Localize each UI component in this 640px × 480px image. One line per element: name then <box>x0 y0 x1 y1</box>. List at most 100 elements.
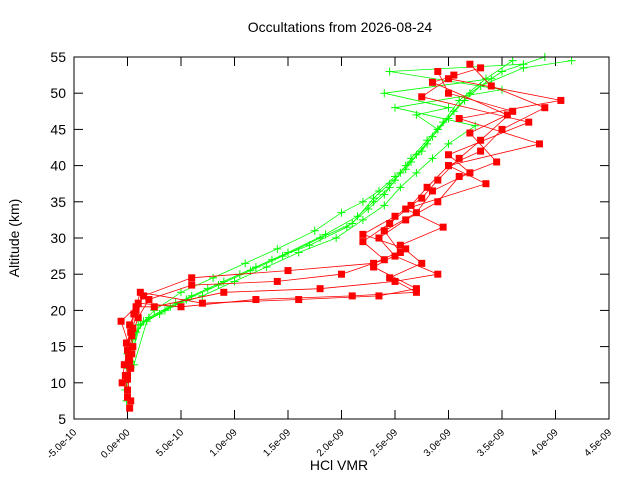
series-plus-line <box>125 60 572 391</box>
data-point-square <box>428 78 436 86</box>
series-square <box>117 60 565 412</box>
data-point-square <box>407 201 415 209</box>
data-point-plus <box>567 56 576 65</box>
data-point-square <box>120 361 128 369</box>
data-point-square <box>391 277 399 285</box>
x-tick-label: 1.5e-09 <box>261 427 293 459</box>
data-point-square <box>316 285 324 293</box>
data-point-square <box>402 205 410 213</box>
data-point-square <box>375 234 383 242</box>
data-point-square <box>423 183 431 191</box>
x-tick-label: 2.0e-09 <box>315 427 347 459</box>
data-point-square <box>412 285 420 293</box>
x-tick-label: 3.0e-09 <box>422 427 454 459</box>
data-point-plus <box>391 172 399 181</box>
series-square-line <box>125 78 561 376</box>
data-point-square <box>482 180 490 188</box>
x-tick-label: 1.0e-09 <box>208 427 240 459</box>
series-plus-line <box>127 56 545 354</box>
data-point-square <box>450 71 458 79</box>
data-point-square <box>375 292 383 300</box>
data-point-plus <box>374 186 383 195</box>
data-point-plus <box>412 150 421 159</box>
data-point-plus <box>428 154 437 163</box>
data-point-plus <box>209 273 218 282</box>
data-point-square <box>455 115 463 123</box>
x-tick-label: -5.0e-10 <box>45 427 79 461</box>
data-point-plus <box>407 157 416 166</box>
data-point-square <box>198 299 206 307</box>
data-point-square <box>136 288 144 296</box>
data-point-square <box>418 93 426 101</box>
data-point-plus <box>155 310 164 319</box>
data-point-square <box>466 129 474 137</box>
data-point-plus <box>380 190 389 199</box>
data-point-plus <box>444 114 453 123</box>
data-point-square <box>439 223 447 231</box>
data-point-plus <box>412 168 421 177</box>
data-point-plus <box>136 320 145 329</box>
data-point-square <box>359 238 367 246</box>
data-point-square <box>124 386 131 394</box>
data-point-square <box>434 198 442 206</box>
data-point-square <box>477 136 485 144</box>
data-point-square <box>509 107 517 115</box>
data-point-square <box>132 303 140 311</box>
data-point-square <box>370 263 378 271</box>
data-point-square <box>455 154 463 162</box>
data-point-square <box>124 393 131 401</box>
series-plus-line <box>129 78 492 362</box>
data-point-plus <box>230 277 239 286</box>
data-point-square <box>418 194 426 202</box>
data-point-plus <box>358 197 367 206</box>
y-axis-label: Altitude (km) <box>6 199 22 278</box>
data-point-square <box>273 277 281 285</box>
data-point-square <box>396 241 404 249</box>
data-point-square <box>445 162 452 170</box>
data-point-square <box>434 270 442 278</box>
data-point-square <box>124 375 131 383</box>
data-point-square <box>386 220 394 228</box>
series-plus-line <box>133 63 524 365</box>
data-point-plus <box>423 139 432 148</box>
data-point-square <box>412 209 420 217</box>
data-point-plus <box>369 194 378 203</box>
data-point-plus <box>471 121 480 130</box>
data-point-square <box>128 332 136 340</box>
plot-frame <box>73 56 610 420</box>
data-point-square <box>122 339 130 347</box>
data-point-plus <box>380 89 389 98</box>
data-point-square <box>445 75 452 83</box>
data-point-plus <box>305 241 314 250</box>
data-point-square <box>466 60 474 68</box>
data-point-plus <box>380 201 389 210</box>
y-tick-label: 15 <box>50 339 66 355</box>
y-tick-label: 50 <box>50 85 66 101</box>
data-point-square <box>445 89 452 97</box>
data-point-square <box>498 125 506 133</box>
x-tick-label: 0.0e+00 <box>99 427 133 461</box>
data-point-plus <box>294 248 303 257</box>
data-point-square <box>391 212 399 220</box>
data-point-plus <box>310 226 319 235</box>
y-tick-label: 35 <box>50 194 66 210</box>
data-point-square <box>150 303 158 311</box>
data-point-square <box>129 325 137 332</box>
data-point-square <box>477 147 485 155</box>
chart-title: Occultations from 2026-08-24 <box>248 19 433 35</box>
y-tick-label: 45 <box>50 121 66 137</box>
data-point-square <box>402 216 410 224</box>
data-point-plus <box>519 60 528 69</box>
data-point-square <box>386 274 394 282</box>
data-point-square <box>380 256 388 264</box>
data-point-square <box>118 379 126 387</box>
data-point-plus <box>273 244 282 253</box>
data-point-square <box>126 321 134 329</box>
data-point-square <box>412 288 420 296</box>
data-point-plus <box>358 215 367 224</box>
y-tick-label: 40 <box>50 158 66 174</box>
data-point-square <box>126 404 134 412</box>
data-point-square <box>140 292 148 300</box>
data-point-square <box>128 350 136 358</box>
